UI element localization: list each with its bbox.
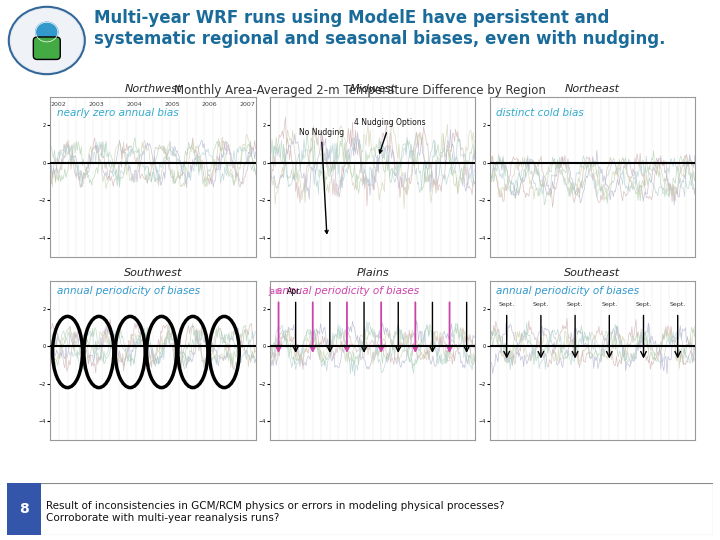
Text: Sept.: Sept. xyxy=(567,302,583,307)
Text: Apr.: Apr. xyxy=(287,287,302,296)
Text: Jan.: Jan. xyxy=(269,287,283,296)
Text: No Nudging: No Nudging xyxy=(299,127,344,233)
Text: Sept.: Sept. xyxy=(498,302,515,307)
Text: Multi-year WRF runs using ModelE have persistent and
systematic regional and sea: Multi-year WRF runs using ModelE have pe… xyxy=(94,9,665,48)
Text: Result of inconsistencies in GCM/RCM physics or errors in modeling physical proc: Result of inconsistencies in GCM/RCM phy… xyxy=(46,501,505,523)
Text: annual periodicity of biases: annual periodicity of biases xyxy=(496,286,639,295)
Text: Northeast: Northeast xyxy=(564,84,620,94)
Text: Monthly Area-Averaged 2-m Temperature Difference by Region: Monthly Area-Averaged 2-m Temperature Di… xyxy=(174,84,546,97)
Text: 4 Nudging Options: 4 Nudging Options xyxy=(354,118,426,153)
FancyBboxPatch shape xyxy=(7,483,41,535)
Text: Southeast: Southeast xyxy=(564,268,620,278)
Text: 2005: 2005 xyxy=(164,102,180,107)
Text: nearly zero annual bias: nearly zero annual bias xyxy=(57,109,178,118)
Text: 2006: 2006 xyxy=(202,102,217,107)
Circle shape xyxy=(10,8,84,73)
Text: distinct cold bias: distinct cold bias xyxy=(496,109,583,118)
Text: Midwest: Midwest xyxy=(350,84,395,94)
Text: 2007: 2007 xyxy=(240,102,256,107)
Text: Sept.: Sept. xyxy=(601,302,618,307)
Text: 2004: 2004 xyxy=(126,102,142,107)
Text: Southwest: Southwest xyxy=(124,268,182,278)
FancyBboxPatch shape xyxy=(33,37,60,59)
Text: Northwest: Northwest xyxy=(125,84,181,94)
Text: 2003: 2003 xyxy=(89,102,104,107)
FancyBboxPatch shape xyxy=(7,483,713,535)
Text: Sept.: Sept. xyxy=(635,302,652,307)
Text: annual periodicity of biases: annual periodicity of biases xyxy=(276,286,419,295)
Text: 8: 8 xyxy=(19,502,29,516)
Text: Plains: Plains xyxy=(356,268,389,278)
Text: Sept.: Sept. xyxy=(533,302,549,307)
Text: Sept.: Sept. xyxy=(670,302,686,307)
Text: annual periodicity of biases: annual periodicity of biases xyxy=(57,286,199,295)
Text: 2002: 2002 xyxy=(50,102,66,107)
Circle shape xyxy=(36,22,58,42)
